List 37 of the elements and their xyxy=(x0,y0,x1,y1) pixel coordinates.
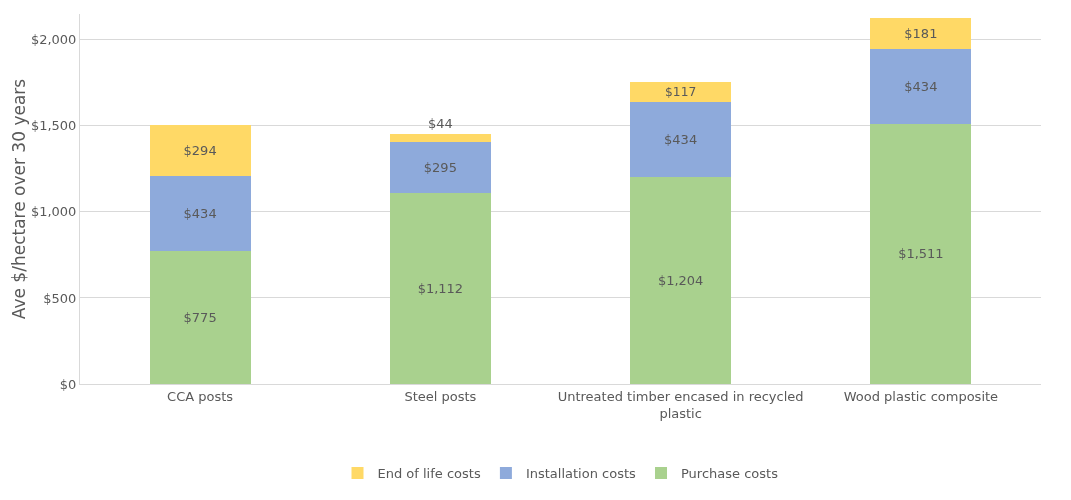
bar xyxy=(630,102,732,177)
y-tick-label: $2,000 xyxy=(30,32,77,48)
legend-label: Purchase costs xyxy=(681,466,779,482)
bar xyxy=(389,134,491,142)
legend-label: End of life costs xyxy=(377,466,481,482)
data-label: $775 xyxy=(183,309,217,325)
bar xyxy=(870,49,972,124)
y-tick-label: $1,500 xyxy=(30,118,77,134)
y-axis-title: Ave $/hectare over 30 years xyxy=(8,78,29,320)
data-label: $434 xyxy=(183,205,217,221)
bar xyxy=(149,250,251,384)
y-tick-label: $1,000 xyxy=(30,204,77,220)
x-tick-label: Untreated timber encased in recycled plastic xyxy=(557,388,804,421)
data-label: $434 xyxy=(664,131,698,147)
data-label: $1,112 xyxy=(417,280,464,296)
x-tick-label: Steel posts xyxy=(404,388,477,404)
data-label: $44 xyxy=(427,116,453,132)
bar xyxy=(389,192,491,384)
bar xyxy=(389,141,491,193)
bar xyxy=(870,123,972,384)
bar xyxy=(149,125,251,176)
bar xyxy=(630,81,732,103)
x-tick-label: CCA posts xyxy=(167,388,234,404)
y-tick-label: $0 xyxy=(59,376,77,392)
bar xyxy=(870,18,972,50)
x-tick-label: Wood plastic composite xyxy=(843,388,999,404)
bar xyxy=(149,175,251,251)
data-label: $294 xyxy=(183,143,217,159)
data-label: $295 xyxy=(423,159,457,175)
data-label: $117 xyxy=(665,85,697,100)
data-label: $1,204 xyxy=(657,272,704,288)
y-tick-label: $500 xyxy=(43,290,77,306)
data-label: $181 xyxy=(904,26,938,42)
legend-label: Installation costs xyxy=(525,466,637,482)
data-label: $1,511 xyxy=(898,246,944,262)
bar xyxy=(630,176,732,384)
data-label: $434 xyxy=(904,79,938,95)
